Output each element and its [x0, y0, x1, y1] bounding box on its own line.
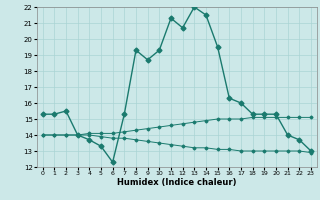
- X-axis label: Humidex (Indice chaleur): Humidex (Indice chaleur): [117, 178, 236, 187]
